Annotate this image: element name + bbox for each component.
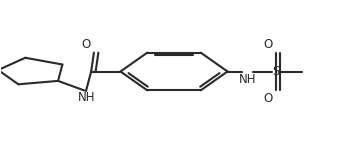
Text: O: O bbox=[82, 38, 91, 51]
Text: O: O bbox=[264, 38, 273, 51]
Text: O: O bbox=[264, 92, 273, 105]
Text: S: S bbox=[272, 65, 279, 78]
Text: NH: NH bbox=[239, 73, 256, 86]
Text: NH: NH bbox=[78, 91, 95, 104]
